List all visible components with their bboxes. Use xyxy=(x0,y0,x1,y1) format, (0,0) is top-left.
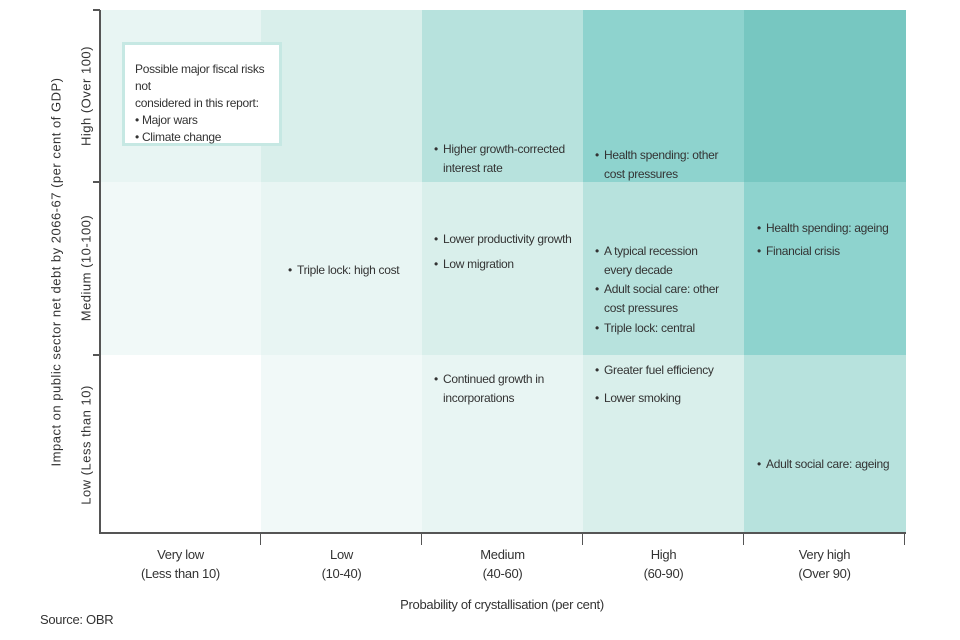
x-category-range: (Over 90) xyxy=(798,566,851,581)
matrix-cell xyxy=(583,355,745,534)
matrix-cell xyxy=(422,10,584,183)
bullet-icon: • xyxy=(434,372,438,386)
x-category-name: Very low xyxy=(157,547,204,562)
bullet-icon: • xyxy=(757,244,761,258)
x-category-range: (40-60) xyxy=(482,566,523,581)
matrix-cell xyxy=(100,182,262,356)
note-heading-2: considered in this report: xyxy=(135,96,259,110)
x-tick-label: Very low (Less than 10) xyxy=(100,545,261,583)
bullet-icon: • xyxy=(434,257,438,271)
risk-item: • Financial crisis xyxy=(757,242,840,261)
x-axis xyxy=(100,532,906,534)
risk-item: • Lower productivity growth xyxy=(434,230,572,249)
y-tick xyxy=(93,354,100,356)
source-note: Source: OBR xyxy=(40,612,114,627)
x-tick xyxy=(904,533,905,545)
risk-item: • Health spending: ageing xyxy=(757,219,889,238)
bullet-icon: • xyxy=(757,221,761,235)
x-category-range: (Less than 10) xyxy=(141,566,220,581)
risk-item: • Adult social care: ageing xyxy=(757,455,890,474)
matrix-cell xyxy=(422,355,584,534)
matrix-cell xyxy=(261,10,423,183)
risk-label: Adult social care: other cost pressures xyxy=(604,282,719,315)
bullet-icon: • xyxy=(595,244,599,258)
bullet-icon: • xyxy=(288,263,292,277)
x-category-name: High xyxy=(650,547,677,562)
risk-item: • Continued growth in incorporations xyxy=(434,370,545,408)
x-category-name: Very high xyxy=(798,547,851,562)
risk-item: • Health spending: other cost pressures xyxy=(595,146,719,184)
note-item: • Major wars xyxy=(135,113,198,127)
risk-label: Lower smoking xyxy=(604,391,681,405)
risk-item: • Triple lock: central xyxy=(595,319,695,338)
risk-item: • Lower smoking xyxy=(595,389,681,408)
bullet-icon: • xyxy=(595,391,599,405)
x-tick-label: Medium (40-60) xyxy=(422,545,583,583)
risk-item: • A typical recession every decade xyxy=(595,242,698,280)
risk-label: Triple lock: high cost xyxy=(297,263,400,277)
risk-label: Financial crisis xyxy=(766,244,840,258)
y-tick xyxy=(93,181,100,183)
x-tick-label: Low (10-40) xyxy=(261,545,422,583)
risk-item: • Greater fuel efficiency xyxy=(595,361,714,380)
matrix-cell xyxy=(744,355,906,534)
bullet-icon: • xyxy=(595,282,599,296)
risk-item: • Low migration xyxy=(434,255,514,274)
excluded-risks-note: Possible major fiscal risks not consider… xyxy=(122,42,282,146)
y-axis xyxy=(99,10,101,534)
y-axis-title: Impact on public sector net debt by 2066… xyxy=(48,77,64,467)
note-heading: Possible major fiscal risks not xyxy=(135,62,265,93)
matrix-cell xyxy=(261,182,423,356)
x-tick xyxy=(421,533,422,545)
bullet-icon: • xyxy=(595,321,599,335)
x-tick xyxy=(260,533,261,545)
matrix-cell xyxy=(583,182,745,356)
risk-item: • Higher growth-corrected interest rate xyxy=(434,140,565,178)
risk-label: Health spending: other cost pressures xyxy=(604,148,719,181)
risk-label: Continued growth in incorporations xyxy=(443,372,545,405)
risk-item: • Triple lock: high cost xyxy=(288,261,400,280)
matrix-cell xyxy=(100,355,262,534)
x-category-name: Low xyxy=(330,547,353,562)
matrix-cell xyxy=(744,10,906,183)
risk-label: Triple lock: central xyxy=(604,321,695,335)
matrix-cell xyxy=(261,355,423,534)
risk-label: A typical recession every decade xyxy=(604,244,698,277)
x-category-range: (60-90) xyxy=(643,566,684,581)
bullet-icon: • xyxy=(434,142,438,156)
x-tick-label: Very high (Over 90) xyxy=(744,545,905,583)
y-tick-label-high: High (Over 100) xyxy=(78,46,94,146)
matrix-cell xyxy=(422,182,584,356)
matrix-cell xyxy=(583,10,745,183)
risk-item: • Adult social care: other cost pressures xyxy=(595,280,719,318)
x-tick xyxy=(582,533,583,545)
risk-label: Adult social care: ageing xyxy=(766,457,890,471)
x-tick-label: High (60-90) xyxy=(583,545,744,583)
risk-label: Low migration xyxy=(443,257,514,271)
matrix-cell xyxy=(744,182,906,356)
bullet-icon: • xyxy=(757,457,761,471)
risk-label: Greater fuel efficiency xyxy=(604,363,714,377)
y-tick-label-low: Low (Less than 10) xyxy=(78,385,94,505)
x-axis-title: Probability of crystallisation (per cent… xyxy=(400,597,604,612)
bullet-icon: • xyxy=(434,232,438,246)
x-category-name: Medium xyxy=(480,547,525,562)
note-item: • Climate change xyxy=(135,130,222,144)
risk-label: Higher growth-corrected interest rate xyxy=(443,142,565,175)
risk-label: Lower productivity growth xyxy=(443,232,572,246)
x-tick xyxy=(743,533,744,545)
y-tick-label-medium: Medium (10-100) xyxy=(78,214,94,322)
x-category-range: (10-40) xyxy=(321,566,362,581)
risk-label: Health spending: ageing xyxy=(766,221,889,235)
bullet-icon: • xyxy=(595,363,599,377)
bullet-icon: • xyxy=(595,148,599,162)
y-tick xyxy=(93,9,100,11)
